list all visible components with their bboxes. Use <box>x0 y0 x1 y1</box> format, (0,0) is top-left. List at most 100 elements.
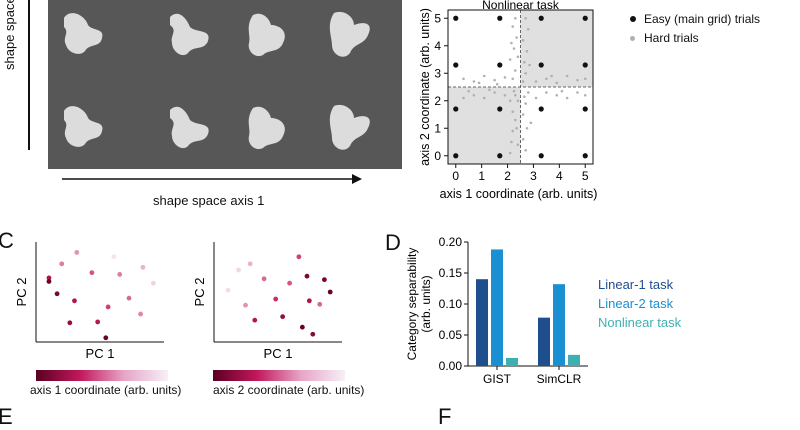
hard-point <box>516 55 520 59</box>
hard-point <box>583 77 587 81</box>
colorbar-axis2 <box>213 370 345 381</box>
bar <box>568 354 580 366</box>
x-axis-label: PC 1 <box>264 346 293 361</box>
pca-point <box>306 298 312 304</box>
plot-frame <box>447 9 594 165</box>
y-tick-label: 0 <box>434 149 441 163</box>
hard-point <box>521 137 525 141</box>
y-axis-label: Category separability <box>405 248 419 361</box>
hard-point <box>514 16 517 20</box>
legend-nonlinear: Nonlinear task <box>598 315 682 330</box>
hard-point <box>508 58 512 61</box>
colorbar-axis1 <box>36 370 168 381</box>
hard-point <box>482 96 486 100</box>
hard-point <box>529 121 533 125</box>
easy-point <box>497 15 503 21</box>
pca-point <box>72 298 77 304</box>
pca-point <box>138 311 144 317</box>
hard-point <box>526 27 530 31</box>
shaded-quadrant <box>448 87 521 164</box>
hard-point <box>555 81 559 85</box>
shape-space-axis1-label: shape space axis 1 <box>153 193 265 208</box>
hard-point <box>511 25 515 28</box>
pca-point <box>322 277 327 283</box>
easy-point <box>538 153 544 159</box>
y-tick-label: 0.20 <box>439 235 463 249</box>
shape-blob <box>248 106 285 150</box>
hard-point <box>576 91 579 94</box>
hard-point <box>534 96 538 100</box>
hard-point <box>521 80 525 83</box>
easy-point <box>582 153 588 159</box>
shape-blob <box>329 11 370 57</box>
hard-point <box>462 96 465 100</box>
pca-point <box>103 335 109 341</box>
easy-point <box>538 62 544 68</box>
panel-d-letter: D <box>385 230 401 255</box>
bar <box>491 249 503 366</box>
separability-bar-chart: 0.00 0.05 0.10 0.15 0.20 GIST SimCLR Category s… <box>405 235 588 386</box>
pca-point <box>296 254 302 260</box>
hard-point <box>523 95 526 98</box>
hard-point <box>514 69 517 72</box>
hard-point <box>550 74 553 78</box>
shape-blob <box>329 104 370 150</box>
bar <box>476 279 488 366</box>
hard-point <box>503 93 507 97</box>
easy-point <box>497 106 503 112</box>
legend-linear1: Linear-1 task <box>598 277 674 292</box>
easy-point <box>453 153 459 159</box>
hard-point <box>508 99 512 103</box>
x-tick-label: GIST <box>483 372 512 386</box>
shape-blob <box>64 13 103 54</box>
hard-point <box>516 143 520 147</box>
y-tick-label: 0.05 <box>439 328 463 342</box>
shape-grid-svg <box>64 11 370 150</box>
shape-blob <box>248 13 285 57</box>
pca-point <box>117 272 123 277</box>
hard-point <box>565 74 569 78</box>
hard-point <box>512 47 516 50</box>
hard-point <box>495 82 499 86</box>
y-tick-label: 3 <box>434 66 441 80</box>
hard-point <box>524 16 527 20</box>
hard-point <box>565 96 569 100</box>
pca-point <box>252 317 258 323</box>
x-tick-label: 4 <box>556 169 563 183</box>
panel-d-legend: Linear-1 task Linear-2 task Nonlinear ta… <box>598 275 681 332</box>
bar <box>506 357 518 366</box>
x-axis-label: PC 1 <box>86 346 115 361</box>
x-tick-label: 1 <box>478 169 485 183</box>
hard-point <box>523 60 526 64</box>
hard-point <box>528 63 531 67</box>
y-axis-label: PC 2 <box>195 278 207 307</box>
pca-point <box>46 275 52 281</box>
hard-point <box>511 77 515 81</box>
pca-point <box>304 273 310 279</box>
pca-point <box>317 301 323 307</box>
hard-point <box>521 113 525 116</box>
pca-point <box>236 267 241 273</box>
pca-point <box>280 314 286 320</box>
hard-point <box>508 151 512 155</box>
y-tick-label: 5 <box>434 11 441 25</box>
hard-point <box>512 89 516 93</box>
easy-trial-legend-label: Easy (main grid) trials <box>644 12 761 26</box>
panel-b-legend: Easy (main grid) trials Hard trials <box>630 12 760 45</box>
shape-blob <box>64 106 103 147</box>
hard-point <box>514 118 517 122</box>
pca-point <box>59 261 65 267</box>
hard-point <box>516 99 520 103</box>
easy-point <box>497 153 503 159</box>
easy-point <box>538 106 544 112</box>
pca-point <box>247 261 253 267</box>
hard-point <box>488 88 491 92</box>
pca-point <box>89 270 95 276</box>
colorbar-axis2-label: axis 2 coordinate (arb. units) <box>213 383 365 397</box>
hard-trial-legend-marker <box>630 35 635 41</box>
hard-point <box>583 93 587 97</box>
hard-point <box>525 49 529 53</box>
pca-point <box>95 319 101 325</box>
pca-point <box>150 280 156 286</box>
easy-point <box>582 15 588 21</box>
